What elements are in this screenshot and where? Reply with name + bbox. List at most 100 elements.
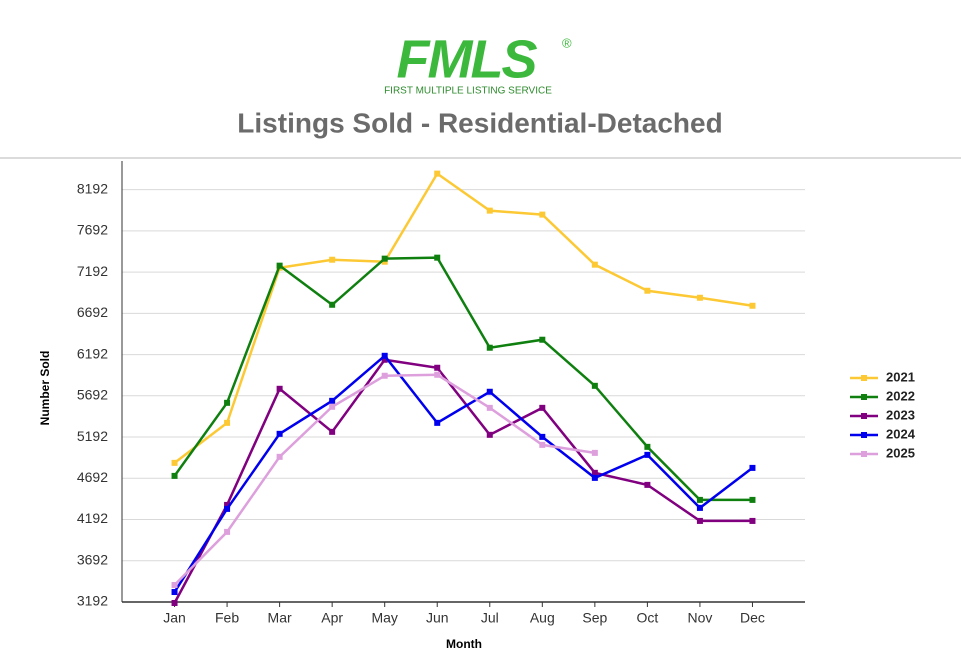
data-point: [539, 433, 546, 440]
data-point: [434, 371, 441, 378]
data-point: [329, 256, 336, 263]
x-tick-label: Jun: [426, 610, 449, 626]
data-point: [434, 419, 441, 426]
data-point: [749, 464, 756, 471]
x-tick-label: Oct: [636, 610, 658, 626]
y-axis-label: Number Sold: [38, 351, 52, 426]
data-point: [644, 481, 651, 488]
data-point: [486, 431, 493, 438]
logo: FMLS: [397, 29, 538, 89]
data-point: [696, 496, 703, 503]
data-point: [696, 517, 703, 524]
data-point: [539, 404, 546, 411]
data-point: [329, 397, 336, 404]
data-point: [644, 451, 651, 458]
series-line: [173, 358, 753, 604]
x-tick-label: Aug: [530, 610, 555, 626]
y-tick-label: 5692: [77, 387, 108, 403]
data-point: [276, 262, 283, 269]
y-tick-label: 7692: [77, 222, 108, 238]
data-point: [224, 399, 231, 406]
x-tick-label: May: [371, 610, 397, 626]
data-point: [591, 474, 598, 481]
data-point: [381, 258, 388, 265]
y-tick-label: 4192: [77, 510, 108, 526]
legend-label: 2024: [886, 426, 916, 441]
x-tick-label: Mar: [268, 610, 292, 626]
logo-tagline: FIRST MULTIPLE LISTING SERVICE: [384, 86, 552, 97]
y-tick-label: 7192: [77, 263, 108, 279]
data-point: [381, 255, 388, 262]
x-tick-label: Jan: [163, 610, 186, 626]
data-point: [749, 517, 756, 524]
y-tick-label: 3692: [77, 551, 108, 567]
data-point: [329, 301, 336, 308]
legend-marker: [861, 375, 867, 381]
data-point: [539, 441, 546, 448]
y-tick-label: 6692: [77, 304, 108, 320]
logo-registered: ®: [562, 35, 572, 50]
data-point: [434, 254, 441, 261]
chart-title: Listings Sold - Residential-Detached: [237, 107, 722, 138]
y-tick-label: 6192: [77, 345, 108, 361]
data-point: [696, 294, 703, 301]
legend-label: 2025: [886, 445, 915, 460]
data-point: [224, 501, 231, 508]
legend-marker: [861, 394, 867, 400]
data-point: [591, 261, 598, 268]
data-point: [434, 170, 441, 177]
data-point: [171, 582, 178, 589]
series-line: [173, 354, 754, 593]
data-point: [329, 428, 336, 435]
data-point: [329, 403, 336, 410]
data-point: [749, 302, 756, 309]
x-tick-label: Apr: [321, 610, 343, 626]
data-point: [171, 599, 178, 606]
data-point: [486, 344, 493, 351]
data-point: [276, 430, 283, 437]
y-tick-label: 8192: [77, 180, 108, 196]
y-tick-label: 4692: [77, 469, 108, 485]
x-tick-label: Feb: [215, 610, 239, 626]
series-line: [173, 171, 753, 464]
data-point: [171, 589, 178, 596]
legend-label: 2021: [886, 369, 915, 384]
x-tick-label: Nov: [687, 610, 712, 626]
data-point: [171, 472, 178, 479]
data-point: [539, 211, 546, 218]
data-point: [224, 528, 231, 535]
data-point: [381, 372, 388, 379]
data-point: [224, 419, 231, 426]
legend-label: 2022: [886, 388, 915, 403]
data-point: [171, 459, 178, 466]
data-point: [749, 496, 756, 503]
data-point: [224, 505, 231, 512]
data-point: [696, 504, 703, 511]
data-point: [591, 469, 598, 476]
data-point: [276, 385, 283, 392]
data-point: [644, 287, 651, 294]
y-tick-label: 5192: [77, 428, 108, 444]
data-point: [539, 336, 546, 343]
data-point: [276, 453, 283, 460]
data-point: [644, 443, 651, 450]
data-point: [486, 388, 493, 395]
legend-marker: [861, 413, 867, 419]
data-point: [381, 356, 388, 363]
data-point: [486, 207, 493, 214]
data-point: [591, 449, 598, 456]
y-tick-label: 3192: [77, 593, 108, 609]
x-axis-label: Month: [446, 637, 482, 651]
x-tick-label: Jul: [481, 610, 499, 626]
series-line: [173, 256, 753, 502]
legend-marker: [861, 451, 867, 457]
legend-label: 2023: [886, 407, 915, 422]
data-point: [434, 364, 441, 371]
data-point: [486, 404, 493, 411]
x-tick-label: Sep: [582, 610, 607, 626]
data-point: [381, 352, 388, 359]
x-tick-label: Dec: [740, 610, 765, 626]
legend-marker: [861, 432, 867, 438]
data-point: [591, 382, 598, 389]
